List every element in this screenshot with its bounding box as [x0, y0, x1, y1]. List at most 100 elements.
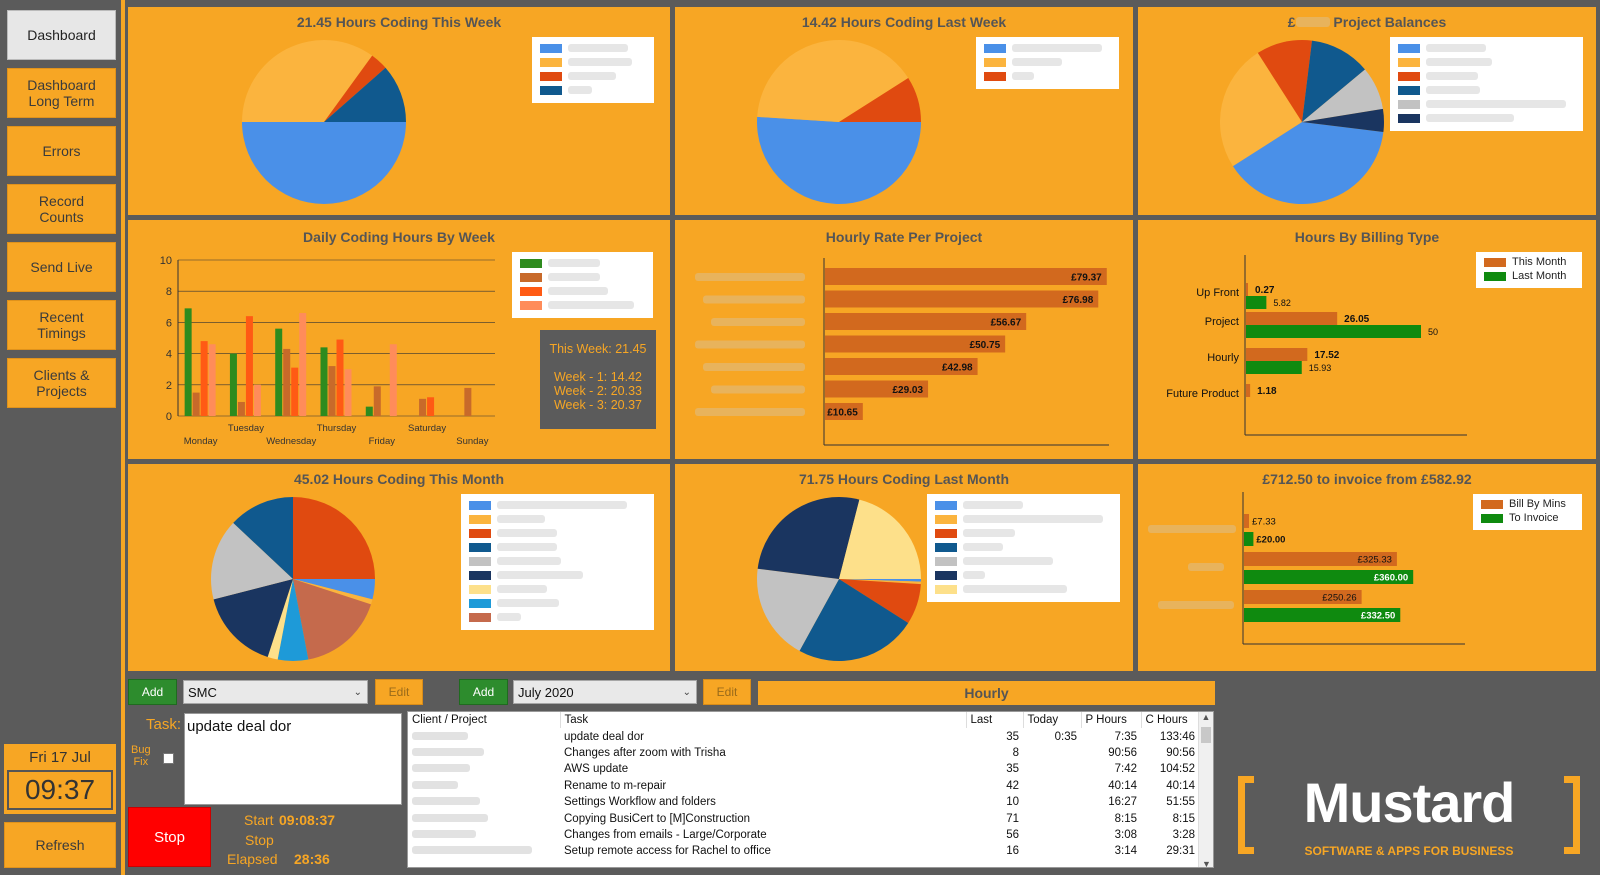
- bar[interactable]: [825, 380, 929, 398]
- pie-slice[interactable]: [233, 497, 293, 579]
- pie-slice[interactable]: [267, 579, 293, 660]
- bar[interactable]: [1244, 570, 1414, 584]
- bar[interactable]: [825, 358, 978, 375]
- table-row[interactable]: AWS update 35 7:42 104:52: [408, 761, 1199, 777]
- pie-slice[interactable]: [324, 67, 406, 122]
- nav-errors-button[interactable]: Errors: [7, 126, 116, 176]
- header-c-hours[interactable]: C Hours: [1145, 714, 1188, 727]
- bar[interactable]: [299, 313, 307, 416]
- pie-slice[interactable]: [799, 579, 909, 661]
- header-last[interactable]: Last: [966, 712, 1024, 729]
- bar[interactable]: [1244, 514, 1249, 528]
- table-row[interactable]: Changes from emails - Large/Corporate 56 3…: [408, 827, 1199, 843]
- nav-recent-timings-button[interactable]: Recent Timings: [7, 300, 116, 350]
- pie-slice[interactable]: [757, 39, 909, 122]
- nav-dashboard-long-term-button[interactable]: Dashboard Long Term: [7, 68, 116, 118]
- bar[interactable]: [419, 398, 427, 416]
- pie-slice[interactable]: [757, 568, 839, 651]
- nav-dashboard-button[interactable]: Dashboard: [7, 10, 116, 60]
- bar[interactable]: [1246, 361, 1302, 374]
- bar[interactable]: [825, 290, 1099, 308]
- pie-slice[interactable]: [1302, 108, 1384, 132]
- stop-timer-button[interactable]: Stop: [128, 807, 211, 867]
- pie-slice[interactable]: [1257, 39, 1312, 122]
- header-today[interactable]: Today: [1023, 712, 1082, 729]
- month-select[interactable]: July 2020 ⌄: [513, 680, 697, 704]
- bar[interactable]: [1246, 296, 1267, 309]
- pie-slice[interactable]: [839, 579, 921, 623]
- pie-slice[interactable]: [839, 499, 921, 579]
- pie-slice[interactable]: [242, 122, 406, 204]
- nav-record-counts-button[interactable]: Record Counts: [7, 184, 116, 234]
- bar[interactable]: [1244, 590, 1362, 604]
- bar[interactable]: [1246, 325, 1421, 338]
- bar[interactable]: [208, 344, 216, 416]
- nav-send-live-button[interactable]: Send Live: [7, 242, 116, 292]
- pie-slice[interactable]: [839, 78, 921, 122]
- pie-slice[interactable]: [1232, 122, 1384, 204]
- bar[interactable]: [229, 353, 237, 416]
- bar[interactable]: [192, 392, 200, 416]
- header-task[interactable]: Task: [560, 712, 967, 729]
- bug-fix-checkbox[interactable]: [163, 753, 174, 764]
- header-client[interactable]: Client / Project: [408, 712, 561, 729]
- table-scrollbar[interactable]: ▲ ▼: [1198, 712, 1213, 868]
- bar[interactable]: [1246, 312, 1338, 325]
- scroll-thumb[interactable]: [1201, 727, 1211, 743]
- scroll-up-icon[interactable]: ▲: [1201, 712, 1211, 722]
- pie-slice[interactable]: [213, 579, 293, 657]
- pie-slice[interactable]: [293, 497, 375, 579]
- table-row[interactable]: Changes after zoom with Trisha 8 90:56 90:5…: [408, 745, 1199, 761]
- pie-slice[interactable]: [839, 579, 921, 585]
- bar[interactable]: [245, 316, 253, 416]
- pie-slice[interactable]: [293, 579, 371, 660]
- bar[interactable]: [328, 366, 336, 416]
- bar[interactable]: [365, 406, 373, 416]
- pie-slice[interactable]: [1302, 40, 1365, 122]
- bar[interactable]: [253, 384, 261, 416]
- bar[interactable]: [1244, 532, 1254, 546]
- bar[interactable]: [1244, 552, 1397, 566]
- bar[interactable]: [1246, 384, 1251, 397]
- pie-slice[interactable]: [839, 579, 921, 582]
- edit-month-button[interactable]: Edit: [703, 679, 751, 705]
- table-row[interactable]: Rename to m-repair 42 40:14 40:14: [408, 778, 1199, 794]
- pie-slice[interactable]: [242, 40, 373, 123]
- table-row[interactable]: Setup remote access for Rachel to office…: [408, 843, 1199, 859]
- bar[interactable]: [237, 401, 245, 416]
- bar[interactable]: [275, 328, 283, 416]
- bar[interactable]: [389, 344, 397, 416]
- table-row[interactable]: Settings Workflow and folders 10 16:27 51:5…: [408, 794, 1199, 810]
- header-p-hours[interactable]: P Hours: [1081, 712, 1142, 729]
- pie-slice[interactable]: [757, 497, 860, 579]
- bar[interactable]: [336, 339, 344, 416]
- pie-slice[interactable]: [293, 579, 375, 600]
- bar[interactable]: [825, 313, 1027, 330]
- client-select[interactable]: SMC ⌄: [183, 680, 368, 704]
- bar[interactable]: [1246, 283, 1248, 296]
- task-input[interactable]: update deal dor: [184, 713, 402, 805]
- scroll-down-icon[interactable]: ▼: [1202, 859, 1211, 868]
- refresh-button[interactable]: Refresh: [4, 822, 116, 868]
- bar[interactable]: [825, 335, 1006, 353]
- table-row[interactable]: update deal dor 35 0:35 7:35 133:46: [408, 728, 1199, 744]
- bar[interactable]: [825, 268, 1107, 285]
- bar[interactable]: [184, 308, 192, 416]
- pie-slice[interactable]: [211, 522, 293, 600]
- bar[interactable]: [427, 397, 435, 416]
- bar[interactable]: [464, 387, 472, 416]
- pie-slice[interactable]: [324, 55, 386, 122]
- nav-clients-projects-button[interactable]: Clients & Projects: [7, 358, 116, 408]
- bar[interactable]: [283, 348, 291, 416]
- pie-slice[interactable]: [1302, 69, 1383, 122]
- table-row[interactable]: Copying BusiCert to [M]Construction 71 8:1…: [408, 810, 1199, 826]
- bar[interactable]: [200, 341, 208, 416]
- bar[interactable]: [1246, 348, 1308, 361]
- bar[interactable]: [320, 347, 328, 416]
- bar[interactable]: [291, 367, 299, 416]
- edit-client-button[interactable]: Edit: [375, 679, 423, 705]
- bar[interactable]: [825, 403, 863, 420]
- pie-slice[interactable]: [1220, 52, 1302, 167]
- pie-slice[interactable]: [277, 579, 309, 661]
- bar[interactable]: [1244, 608, 1401, 622]
